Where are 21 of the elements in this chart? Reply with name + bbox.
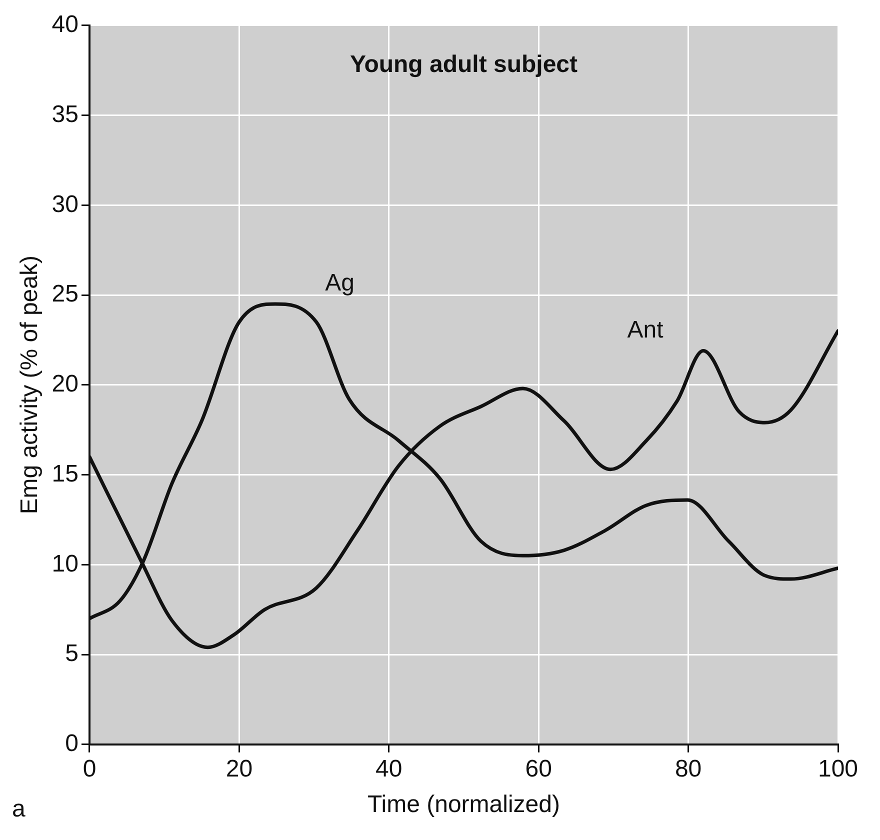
x-tick-label: 80 (674, 755, 702, 782)
y-tick-label: 0 (65, 730, 78, 758)
y-axis-title: Emg activity (% of peak) (16, 256, 44, 514)
x-tick-label: 100 (818, 755, 858, 782)
text: Young adult subject (350, 51, 578, 78)
x-tick-label: 20 (226, 755, 253, 782)
y-tick-label: 10 (52, 550, 78, 578)
x-tick-label: 40 (376, 755, 402, 782)
series-label: Ag (325, 270, 354, 297)
y-tick-label: 40 (52, 11, 78, 38)
y-tick-label: 30 (52, 190, 78, 218)
x-tick-label: 60 (525, 755, 552, 782)
x-tick-label: 0 (82, 755, 96, 782)
x-axis-title: Time (normalized) (368, 791, 560, 818)
series-label: Ant (627, 316, 664, 344)
y-tick-label: 35 (52, 100, 78, 128)
y-tick-label: 15 (52, 460, 78, 488)
y-tick-label: 20 (52, 370, 78, 398)
y-tick-label: 25 (52, 280, 78, 308)
y-tick-label: 5 (65, 640, 78, 668)
text: a (12, 796, 26, 823)
